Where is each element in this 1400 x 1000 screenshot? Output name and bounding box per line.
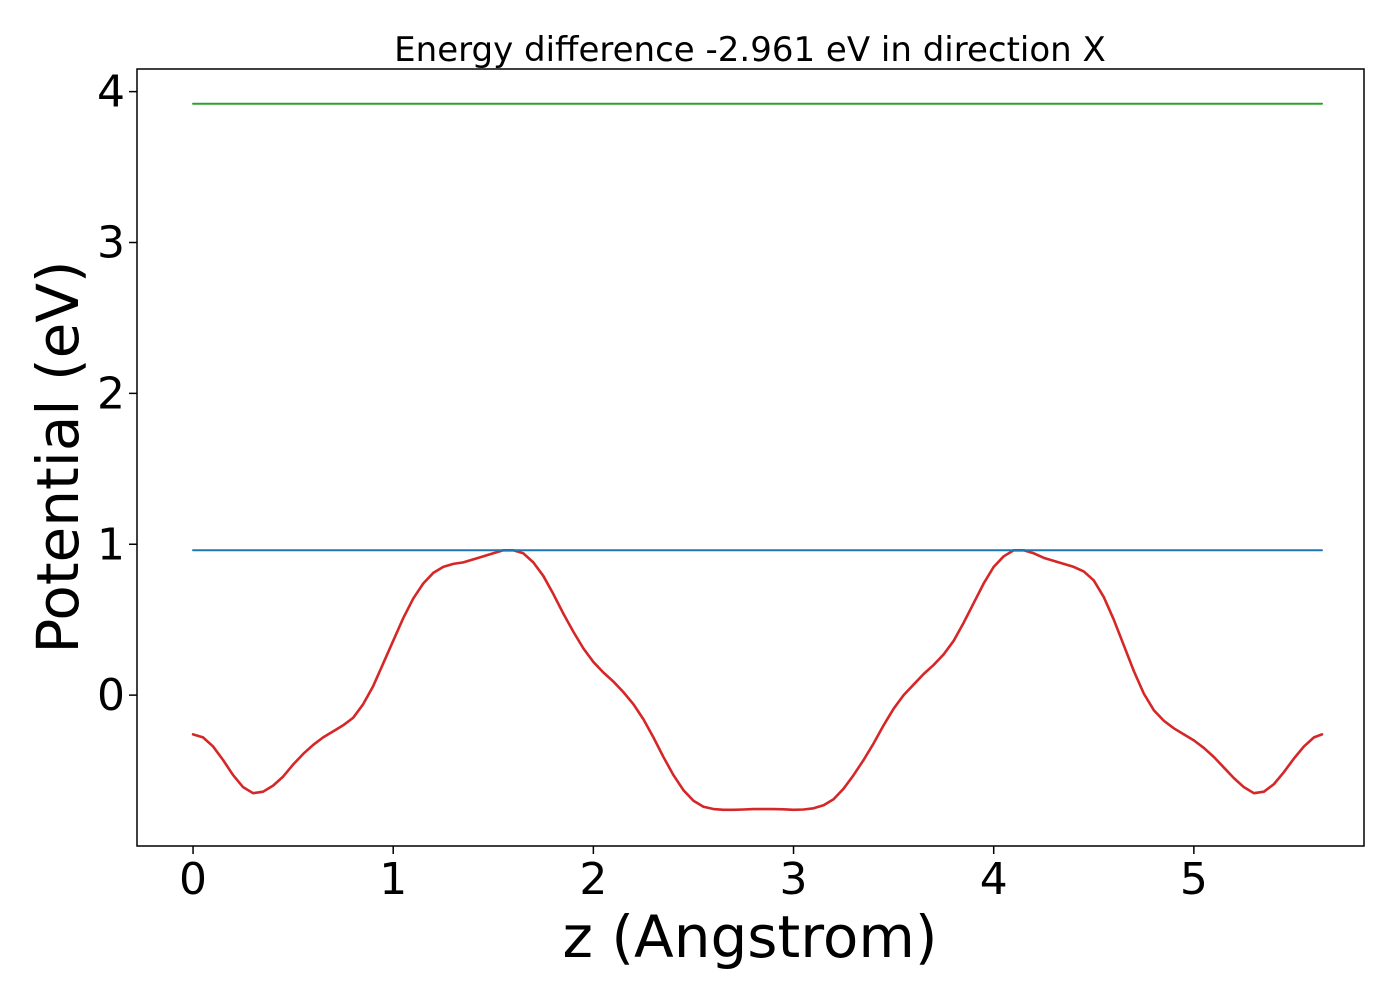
y-tick-label-1: 1 xyxy=(97,519,125,570)
y-tick-label-4: 4 xyxy=(97,67,125,118)
y-axis: 0 1 2 3 4 xyxy=(97,67,137,721)
x-tick-label-5: 5 xyxy=(1180,854,1208,905)
y-tick-label-0: 0 xyxy=(97,670,125,721)
x-tick-label-0: 0 xyxy=(179,854,207,905)
x-tick-label-1: 1 xyxy=(379,854,407,905)
y-tick-label-3: 3 xyxy=(97,218,125,269)
x-tick-label-2: 2 xyxy=(579,854,607,905)
x-tick-label-3: 3 xyxy=(780,854,808,905)
series-layer xyxy=(191,102,1324,812)
y-tick-label-2: 2 xyxy=(97,368,125,419)
x-tick-label-4: 4 xyxy=(980,854,1008,905)
y-axis-label: Potential (eV) xyxy=(24,260,92,653)
series-line-0 xyxy=(191,548,1324,812)
chart-title: Energy difference -2.961 eV in direction… xyxy=(394,30,1106,70)
x-axis: 0 1 2 3 4 5 xyxy=(179,846,1208,905)
x-axis-label: z (Angstrom) xyxy=(563,903,938,971)
plot-frame xyxy=(136,68,1365,847)
